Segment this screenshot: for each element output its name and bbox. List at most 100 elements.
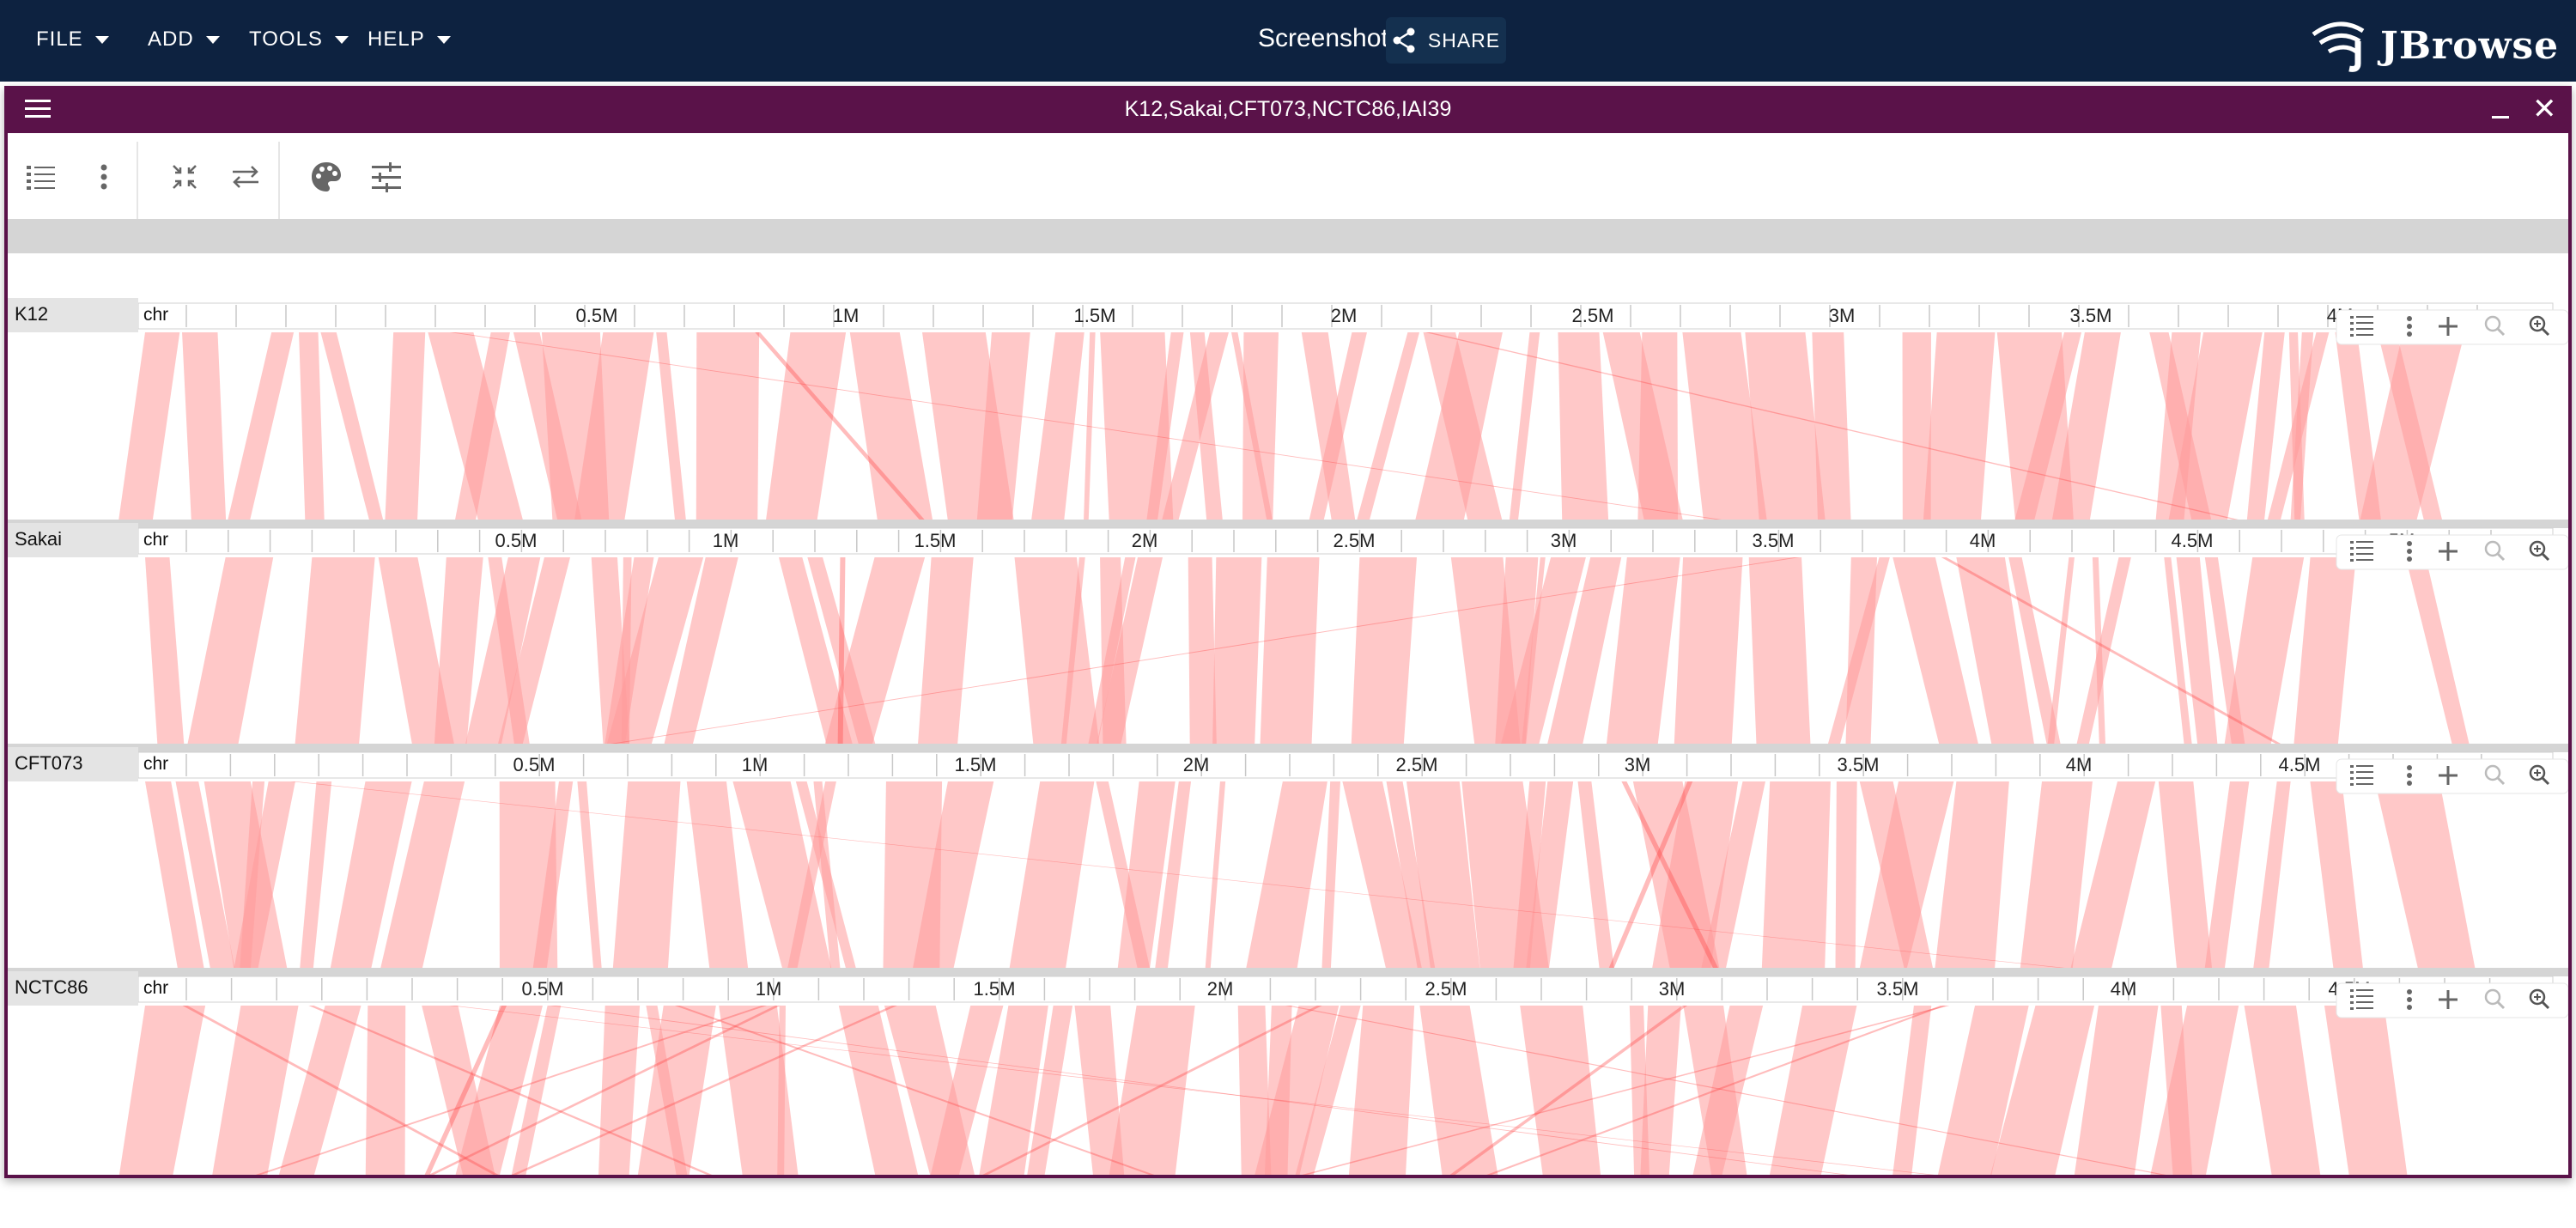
zoom-out-icon[interactable] bbox=[2484, 540, 2501, 557]
synteny-block bbox=[1923, 332, 1996, 520]
ruler bbox=[137, 976, 2554, 1003]
synteny-block bbox=[766, 332, 847, 520]
synteny-block bbox=[2267, 332, 2330, 520]
synteny-block bbox=[365, 1006, 406, 1175]
synteny-block bbox=[187, 557, 274, 744]
synteny-inversion bbox=[255, 1006, 767, 1175]
more-vert-icon[interactable] bbox=[2407, 989, 2412, 994]
synteny-block bbox=[1640, 1006, 1681, 1175]
synteny-block bbox=[2164, 557, 2192, 744]
zoom-out-icon[interactable] bbox=[2484, 315, 2501, 332]
more-vert-icon[interactable] bbox=[2407, 324, 2412, 329]
palette-icon[interactable] bbox=[308, 159, 344, 195]
synteny-block bbox=[1990, 1006, 2095, 1175]
track-list-icon[interactable] bbox=[2350, 989, 2373, 1010]
close-icon[interactable]: ✕ bbox=[2532, 93, 2557, 125]
add-icon[interactable] bbox=[2439, 542, 2458, 561]
synteny-block bbox=[2405, 557, 2470, 744]
more-vert-icon[interactable] bbox=[2407, 316, 2412, 321]
zoom-in-icon[interactable] bbox=[2529, 764, 2546, 781]
minimize-icon[interactable] bbox=[2492, 116, 2509, 119]
ruler-tick-label: 0.5M bbox=[513, 754, 556, 775]
synteny-block bbox=[1246, 781, 1327, 968]
more-vert-icon[interactable] bbox=[2407, 765, 2412, 770]
synteny-block bbox=[228, 332, 295, 520]
swap-icon[interactable] bbox=[228, 159, 264, 195]
more-vert-icon[interactable] bbox=[2407, 541, 2412, 546]
synteny-block bbox=[1547, 557, 1622, 744]
zoom-in-icon[interactable] bbox=[2529, 315, 2546, 332]
synteny-block bbox=[145, 781, 204, 968]
more-vert-icon[interactable] bbox=[2407, 549, 2412, 554]
add-icon[interactable] bbox=[2439, 990, 2458, 1009]
track-selector-icon[interactable] bbox=[23, 159, 59, 195]
share-button[interactable]: SHARE bbox=[1386, 17, 1506, 64]
synteny-block bbox=[2293, 557, 2356, 744]
share-label: SHARE bbox=[1427, 28, 1501, 52]
synteny-block bbox=[2244, 1006, 2321, 1175]
track-list-icon[interactable] bbox=[2350, 316, 2373, 337]
synteny-inversion bbox=[755, 332, 925, 520]
synteny-block bbox=[2074, 1006, 2159, 1175]
zoom-out-icon[interactable] bbox=[2484, 988, 2501, 1006]
synteny-block bbox=[1893, 557, 1978, 744]
synteny-block bbox=[1558, 332, 1609, 520]
synteny-block bbox=[1357, 332, 1420, 520]
collapse-icon[interactable] bbox=[167, 159, 203, 195]
synteny-block bbox=[2246, 332, 2285, 520]
synteny-inversion bbox=[549, 1006, 1849, 1175]
zoom-out-icon-handle bbox=[2496, 1000, 2506, 1010]
synteny-block bbox=[385, 332, 426, 520]
more-vert-icon[interactable] bbox=[2407, 781, 2412, 786]
zoom-in-icon-handle bbox=[2541, 1000, 2550, 1010]
synteny-block bbox=[2014, 332, 2081, 520]
menu-add[interactable]: ADD bbox=[148, 24, 220, 55]
zoom-in-icon[interactable] bbox=[2529, 540, 2546, 557]
synteny-block bbox=[2335, 332, 2381, 520]
synteny-block bbox=[2176, 557, 2218, 744]
chromosome-label: chr bbox=[143, 754, 168, 774]
menu-help[interactable]: HELP bbox=[368, 24, 451, 55]
more-vert-icon[interactable] bbox=[86, 159, 122, 195]
more-vert-icon[interactable] bbox=[2407, 997, 2412, 1002]
synteny-inversion bbox=[674, 1006, 1155, 1175]
view-menu-icon[interactable] bbox=[25, 100, 51, 119]
track-list-icon[interactable] bbox=[2350, 765, 2373, 786]
synteny-block bbox=[2310, 781, 2363, 968]
more-vert-icon[interactable] bbox=[2407, 556, 2412, 562]
synteny-block bbox=[1237, 1006, 1272, 1175]
synteny-block bbox=[1415, 332, 1503, 520]
synteny-block bbox=[664, 557, 738, 744]
add-icon[interactable] bbox=[2439, 317, 2458, 336]
ruler bbox=[137, 527, 2554, 555]
track-list-icon[interactable] bbox=[2350, 541, 2373, 562]
synteny-block bbox=[532, 781, 574, 968]
more-vert-icon[interactable] bbox=[2407, 331, 2412, 337]
more-vert-icon[interactable] bbox=[2407, 773, 2412, 778]
tune-icon[interactable] bbox=[368, 159, 404, 195]
synteny-block bbox=[2076, 557, 2131, 744]
zoom-out-icon-handle bbox=[2496, 327, 2506, 337]
more-vert-icon[interactable] bbox=[2407, 1005, 2412, 1010]
synteny-block bbox=[498, 557, 571, 744]
track-separator bbox=[8, 520, 2568, 528]
zoom-out-icon[interactable] bbox=[2484, 764, 2501, 781]
synteny-block bbox=[696, 332, 760, 520]
add-icon[interactable] bbox=[2439, 766, 2458, 785]
synteny-block bbox=[574, 332, 654, 520]
synteny-block bbox=[1674, 557, 1743, 744]
synteny-block bbox=[1014, 557, 1100, 744]
synteny-block bbox=[1155, 781, 1192, 968]
synteny-block bbox=[234, 781, 295, 968]
ruler-tick-label: 3M bbox=[1625, 754, 1651, 775]
menu-file[interactable]: FILE bbox=[36, 24, 109, 55]
menu-tools[interactable]: TOOLS bbox=[249, 24, 349, 55]
menu-tools-label: TOOLS bbox=[249, 27, 323, 51]
ruler-tick-label: 2.5M bbox=[1396, 754, 1438, 775]
session-title[interactable]: Screenshot bbox=[1258, 24, 1388, 52]
track-label-bg bbox=[8, 298, 138, 332]
synteny-block bbox=[1893, 1006, 1932, 1175]
synteny-block bbox=[2253, 781, 2291, 968]
synteny-block bbox=[1513, 781, 1546, 968]
zoom-in-icon[interactable] bbox=[2529, 988, 2546, 1006]
